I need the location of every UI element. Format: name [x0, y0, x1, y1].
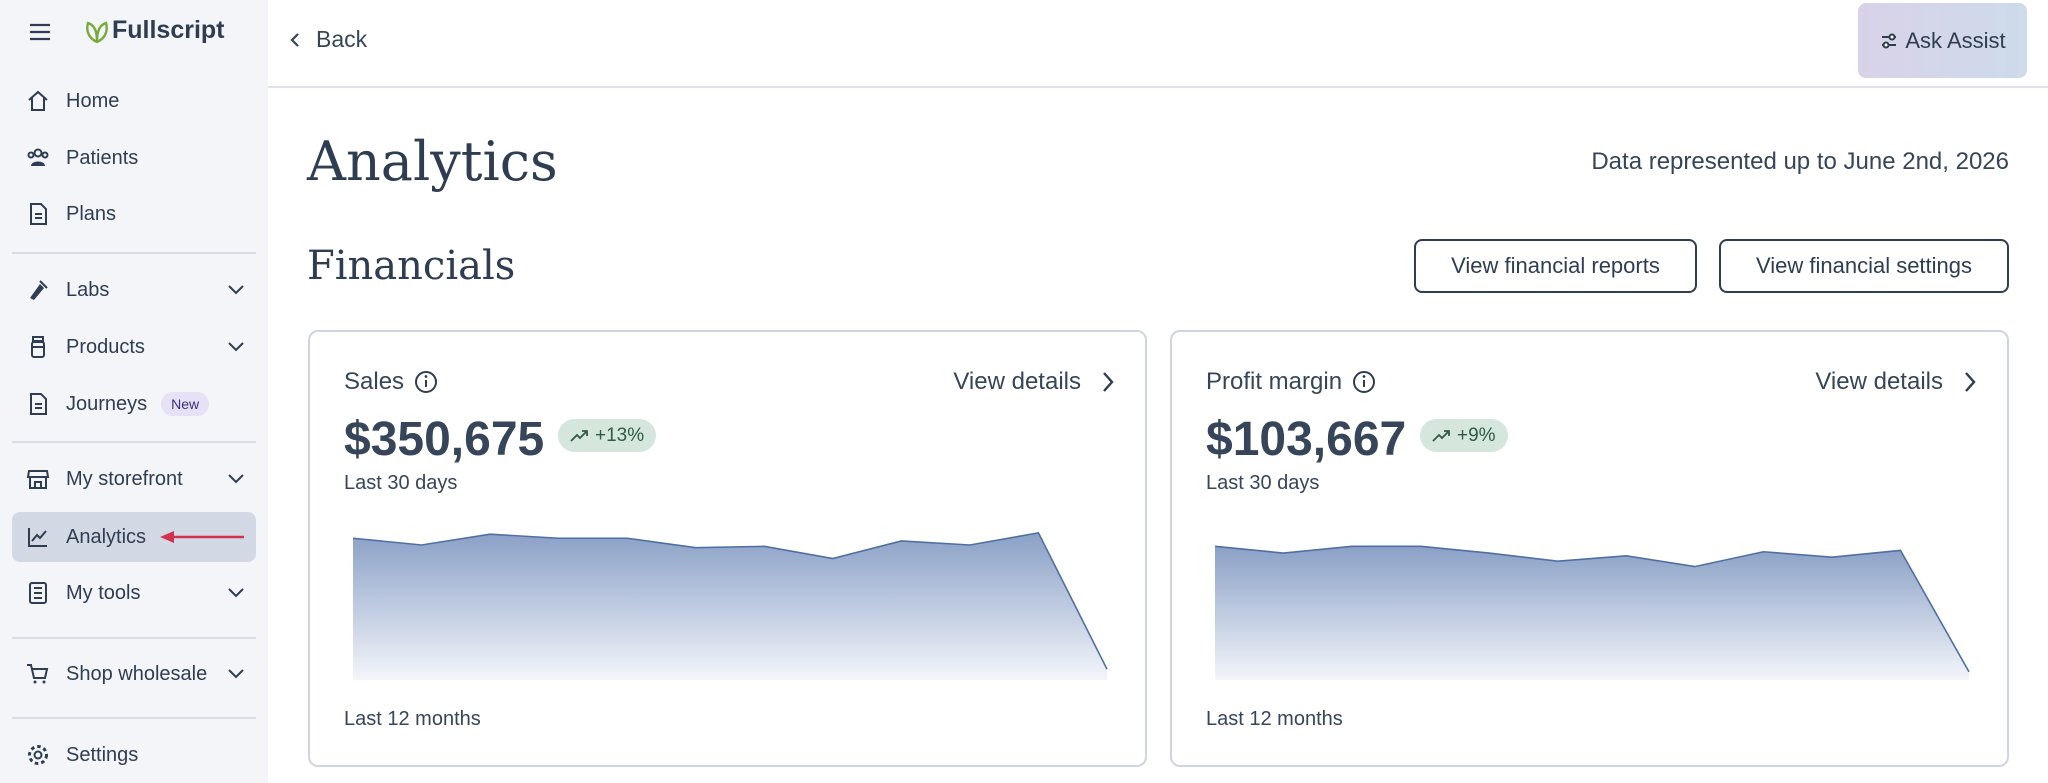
trend-icon	[570, 429, 588, 442]
divider	[12, 252, 256, 254]
nav-item[interactable]: Analytics	[12, 512, 256, 562]
divider	[12, 717, 256, 719]
menu-icon[interactable]	[28, 20, 52, 44]
change-badge: +13%	[558, 419, 657, 452]
change-text: +13%	[595, 424, 645, 446]
nav-label: Home	[66, 89, 120, 112]
back-text: Back	[316, 26, 368, 52]
nav-item[interactable]: Journeys New	[12, 379, 256, 429]
chevron	[228, 588, 244, 598]
nav-icon	[27, 148, 49, 166]
arrow-annotation	[160, 531, 244, 543]
nav-item[interactable]: My storefront	[12, 454, 256, 504]
chevron	[228, 285, 244, 295]
nav-label: Settings	[66, 743, 139, 766]
trend-icon	[1432, 429, 1450, 442]
change-text: +9%	[1457, 424, 1496, 446]
card-label: Profit margin	[1206, 368, 1376, 396]
divider	[12, 637, 256, 639]
nav-label: Journeys	[66, 392, 148, 415]
nav-item[interactable]: Shop wholesale	[12, 649, 256, 699]
area-fill	[1215, 546, 1969, 680]
nav-icon	[30, 280, 48, 300]
nav-icon	[29, 582, 47, 604]
view-details[interactable]: View details	[953, 368, 1115, 396]
area-fill	[353, 532, 1107, 680]
ask-assist-button[interactable]: Ask Assist	[1858, 3, 2027, 78]
nav-label: Analytics	[66, 525, 147, 548]
card-label-text: Profit margin	[1206, 368, 1343, 395]
area-line	[352, 531, 1108, 670]
nav-icon	[28, 528, 47, 547]
chevron	[1103, 372, 1114, 392]
chevron	[228, 474, 244, 484]
chevron	[228, 669, 244, 679]
period: Last 30 days	[344, 472, 458, 494]
nav-label: Plans	[66, 202, 117, 225]
nav-item[interactable]: Products	[12, 322, 256, 372]
ask-assist-text: Ask Assist	[1905, 27, 2006, 53]
nav-item[interactable]: Plans	[12, 189, 256, 239]
chevron	[1965, 372, 1976, 392]
nav-icon	[30, 393, 47, 415]
area-chart	[352, 531, 1108, 680]
sidebar: Fullscript Home Patients Plans Labs Products…	[0, 0, 268, 783]
view-details[interactable]: View details	[1815, 368, 1977, 396]
nav-icon	[31, 336, 45, 358]
nav-label: Products	[66, 335, 145, 358]
nav-item[interactable]: My tools	[12, 568, 256, 618]
nav-item[interactable]: Home	[12, 76, 256, 126]
nav-label: My tools	[66, 581, 141, 604]
change-badge: +9%	[1420, 419, 1508, 452]
view-details-text: View details	[1815, 368, 1943, 395]
brand: Fullscript	[112, 16, 225, 44]
card-label-text: Sales	[344, 368, 405, 395]
info-icon[interactable]	[1352, 370, 1376, 394]
reports-button[interactable]: View financial reports	[1414, 239, 1697, 293]
nav-item[interactable]: Labs	[12, 265, 256, 315]
nav-icon	[26, 470, 50, 489]
nav-label: Labs	[66, 278, 110, 301]
nav-item[interactable]: Settings	[12, 730, 256, 780]
metric-card: Profit margin View details $103,667 +9% Last…	[1170, 330, 2009, 767]
nav-label: My storefront	[66, 467, 183, 490]
back-link[interactable]: Back	[288, 26, 367, 53]
metric-value: $103,667	[1206, 413, 1407, 466]
logo-leaf	[86, 21, 108, 44]
info-icon[interactable]	[414, 370, 438, 394]
period: Last 30 days	[1206, 472, 1320, 494]
view-details-text: View details	[953, 368, 1081, 395]
divider	[12, 441, 256, 443]
area-line	[1214, 545, 1970, 673]
section-title: Financials	[307, 243, 516, 289]
page-title: Analytics	[307, 130, 558, 193]
nav-icon	[28, 90, 48, 111]
nav-item[interactable]: Patients	[12, 133, 256, 183]
metric-value: $350,675	[344, 413, 545, 466]
nav-icon	[28, 745, 48, 765]
chevron	[228, 342, 244, 352]
top-bar: Back Ask Assist	[268, 0, 2048, 88]
chart-period: Last 12 months	[1206, 708, 1343, 730]
settings-button[interactable]: View financial settings	[1719, 239, 2009, 293]
nav-badge: New	[161, 392, 210, 416]
card-label: Sales	[344, 368, 438, 396]
metric-card: Sales View details $350,675 +13% Last 30 day…	[308, 330, 1147, 767]
nav-label: Patients	[66, 146, 139, 169]
chart-period: Last 12 months	[344, 708, 481, 730]
nav-icon	[27, 664, 49, 684]
data-note: Data represented up to June 2nd, 2026	[1591, 148, 2009, 175]
nav-icon	[30, 203, 47, 225]
nav-label: Shop wholesale	[66, 662, 208, 685]
area-chart	[1214, 545, 1970, 680]
